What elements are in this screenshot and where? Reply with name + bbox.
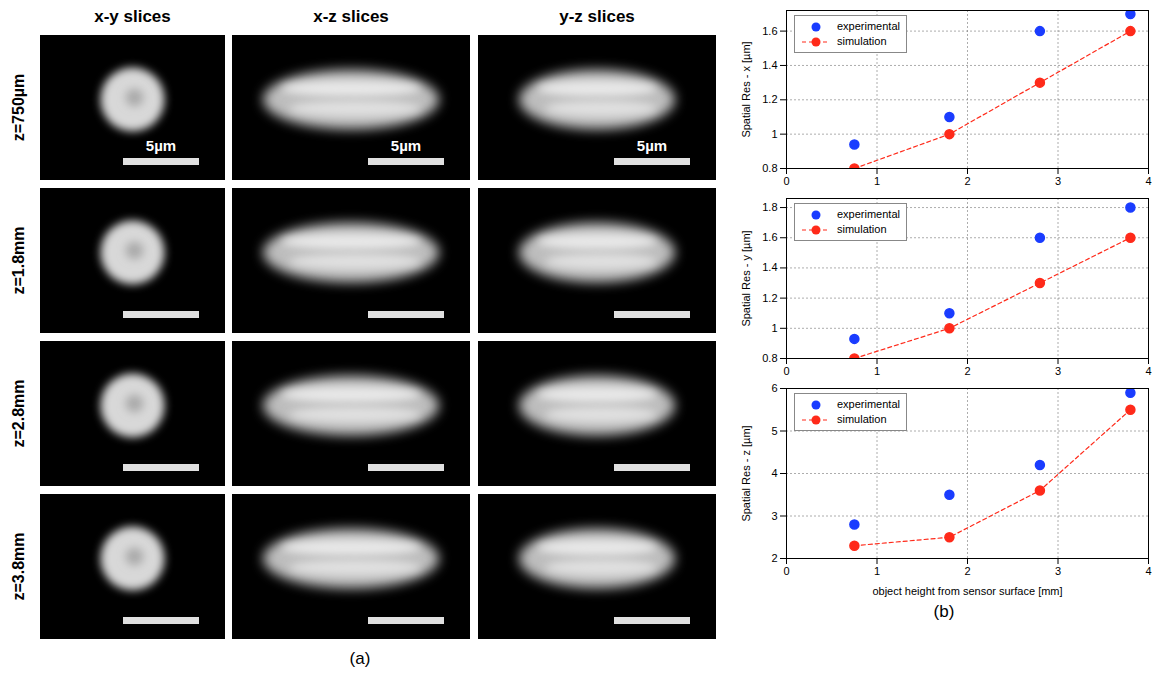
svg-text:5µm: 5µm bbox=[637, 137, 667, 154]
svg-text:1: 1 bbox=[874, 565, 880, 577]
svg-text:x-z slices: x-z slices bbox=[313, 7, 389, 26]
svg-text:Spatial Res - y [µm]: Spatial Res - y [µm] bbox=[740, 230, 752, 326]
svg-text:object height from sensor surf: object height from sensor surface [mm] bbox=[872, 585, 1062, 597]
svg-text:1.2: 1.2 bbox=[762, 292, 777, 304]
svg-text:y-z slices: y-z slices bbox=[559, 7, 635, 26]
svg-text:0: 0 bbox=[783, 565, 789, 577]
svg-text:2: 2 bbox=[771, 552, 777, 564]
svg-text:1.4: 1.4 bbox=[762, 59, 777, 71]
svg-text:4: 4 bbox=[1145, 365, 1151, 377]
svg-text:0.8: 0.8 bbox=[762, 352, 777, 364]
svg-text:1: 1 bbox=[874, 175, 880, 187]
svg-text:3: 3 bbox=[1055, 365, 1061, 377]
svg-text:z=750µm: z=750µm bbox=[10, 74, 27, 141]
svg-text:Spatial Res - x [µm]: Spatial Res - x [µm] bbox=[740, 41, 752, 137]
svg-text:z=2.8mm: z=2.8mm bbox=[10, 379, 27, 447]
html-text:simulation: simulation bbox=[837, 35, 887, 47]
svg-text:4: 4 bbox=[1145, 175, 1151, 187]
html-text:simulation: simulation bbox=[837, 223, 887, 235]
svg-text:5µm: 5µm bbox=[146, 137, 176, 154]
html-text:experimental: experimental bbox=[837, 208, 900, 220]
html-text:simulation: simulation bbox=[837, 413, 887, 425]
svg-text:3: 3 bbox=[771, 510, 777, 522]
svg-text:0: 0 bbox=[783, 175, 789, 187]
svg-text:2: 2 bbox=[964, 175, 970, 187]
svg-text:0: 0 bbox=[783, 365, 789, 377]
svg-text:4: 4 bbox=[1145, 565, 1151, 577]
svg-text:z=3.8mm: z=3.8mm bbox=[10, 532, 27, 600]
svg-text:x-y slices: x-y slices bbox=[94, 7, 171, 26]
svg-text:4: 4 bbox=[771, 467, 777, 479]
svg-text:6: 6 bbox=[771, 382, 777, 394]
svg-text:5: 5 bbox=[771, 425, 777, 437]
html-text:experimental: experimental bbox=[837, 20, 900, 32]
svg-text:3: 3 bbox=[1055, 175, 1061, 187]
svg-text:1: 1 bbox=[874, 365, 880, 377]
html-text:experimental: experimental bbox=[837, 398, 900, 410]
svg-text:z=1.8mm: z=1.8mm bbox=[10, 226, 27, 294]
svg-text:1: 1 bbox=[771, 128, 777, 140]
svg-text:1.8: 1.8 bbox=[762, 201, 777, 213]
svg-text:Spatial Res - z [µm]: Spatial Res - z [µm] bbox=[740, 425, 752, 521]
svg-text:1.6: 1.6 bbox=[762, 231, 777, 243]
html-text:(b): (b) bbox=[933, 602, 955, 621]
svg-text:2: 2 bbox=[964, 565, 970, 577]
svg-text:5µm: 5µm bbox=[391, 137, 421, 154]
svg-text:1.2: 1.2 bbox=[762, 93, 777, 105]
svg-text:1.4: 1.4 bbox=[762, 261, 777, 273]
svg-text:2: 2 bbox=[964, 365, 970, 377]
svg-text:0.8: 0.8 bbox=[762, 162, 777, 174]
html-text:(a): (a) bbox=[349, 649, 371, 668]
svg-text:1: 1 bbox=[771, 322, 777, 334]
svg-text:1.6: 1.6 bbox=[762, 25, 777, 37]
svg-text:3: 3 bbox=[1055, 565, 1061, 577]
